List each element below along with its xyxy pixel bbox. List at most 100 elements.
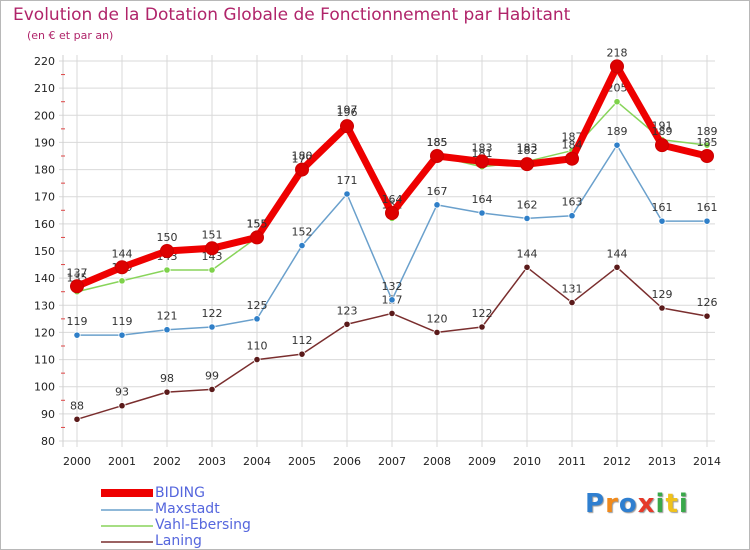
- data-point: [118, 402, 126, 410]
- logo-letter: P: [585, 489, 606, 519]
- data-label: 131: [562, 283, 583, 296]
- logo-letter: i: [678, 489, 689, 519]
- data-point: [118, 277, 126, 285]
- data-point: [658, 304, 666, 312]
- data-point: [208, 266, 216, 274]
- data-label: 161: [652, 201, 673, 214]
- data-label: 196: [337, 106, 358, 119]
- data-point: [160, 244, 174, 258]
- y-tick-label: 210: [34, 82, 55, 95]
- legend-swatch-laning: [101, 541, 153, 543]
- data-point: [73, 331, 81, 339]
- data-label: 183: [472, 141, 493, 154]
- data-point: [298, 350, 306, 358]
- data-point: [478, 209, 486, 217]
- data-point: [568, 298, 576, 307]
- data-label: 189: [607, 125, 628, 138]
- data-point: [523, 214, 531, 223]
- data-label: 162: [517, 198, 538, 211]
- data-label: 144: [112, 247, 133, 260]
- data-label: 151: [202, 228, 223, 241]
- data-point: [388, 309, 396, 318]
- data-label: 218: [607, 46, 628, 59]
- x-tick-label: 2014: [693, 455, 721, 468]
- data-point: [655, 138, 669, 153]
- data-point: [658, 217, 666, 225]
- data-label: 171: [337, 174, 358, 187]
- x-tick-label: 2012: [603, 455, 631, 468]
- data-point: [703, 312, 711, 320]
- legend-item-biding: BIDING: [101, 485, 321, 501]
- data-point: [430, 149, 444, 163]
- data-point: [613, 263, 621, 271]
- y-tick-label: 100: [34, 381, 55, 394]
- x-tick-label: 2000: [63, 455, 91, 468]
- data-point: [73, 415, 81, 423]
- data-label: 137: [67, 266, 88, 279]
- data-label: 110: [247, 340, 268, 353]
- data-point: [610, 59, 624, 74]
- data-point: [700, 149, 714, 163]
- y-tick-label: 80: [41, 435, 55, 448]
- data-point: [295, 162, 309, 177]
- data-label: 123: [337, 304, 358, 317]
- data-point: [520, 157, 534, 172]
- data-point: [523, 263, 531, 271]
- legend: BIDING Maxstadt Vahl-Ebersing Laning: [101, 485, 321, 549]
- legend-label-vahl-ebersing: Vahl-Ebersing: [155, 517, 251, 533]
- data-label: 144: [607, 247, 628, 260]
- data-label: 189: [652, 125, 673, 138]
- data-point: [253, 315, 261, 323]
- data-label: 143: [202, 250, 223, 263]
- legend-swatch-vahl-ebersing: [101, 525, 153, 527]
- data-label: 119: [67, 315, 88, 328]
- x-tick-label: 2003: [198, 455, 226, 468]
- data-point: [70, 279, 84, 294]
- data-label: 122: [202, 307, 223, 320]
- data-label: 150: [157, 231, 178, 244]
- data-label: 163: [562, 196, 583, 209]
- data-point: [475, 154, 489, 169]
- legend-item-vahl-ebersing: Vahl-Ebersing: [101, 517, 321, 533]
- data-label: 120: [427, 312, 448, 325]
- data-label: 122: [472, 307, 493, 320]
- y-tick-label: 190: [34, 136, 55, 149]
- data-point: [340, 119, 354, 134]
- data-label: 99: [205, 369, 219, 382]
- data-point: [343, 190, 351, 198]
- y-tick-label: 150: [34, 245, 55, 258]
- x-tick-label: 2007: [378, 455, 406, 468]
- x-tick-label: 2009: [468, 455, 496, 468]
- y-tick-label: 180: [34, 164, 55, 177]
- x-tick-label: 2013: [648, 455, 676, 468]
- data-label: 132: [382, 280, 403, 293]
- data-point: [298, 241, 306, 250]
- data-point: [613, 141, 621, 149]
- data-point: [343, 320, 351, 328]
- data-label: 185: [427, 136, 448, 149]
- data-point: [163, 266, 171, 274]
- data-label: 112: [292, 334, 313, 347]
- data-point: [118, 331, 126, 339]
- y-tick-label: 220: [34, 55, 55, 68]
- x-tick-label: 2006: [333, 455, 361, 468]
- logo-letter: o: [618, 489, 638, 519]
- data-label: 144: [517, 247, 538, 260]
- x-tick-label: 2008: [423, 455, 451, 468]
- x-tick-label: 2001: [108, 455, 136, 468]
- data-label: 125: [247, 299, 268, 312]
- data-label: 121: [157, 310, 178, 323]
- legend-label-biding: BIDING: [155, 485, 205, 501]
- data-label: 185: [427, 136, 448, 149]
- y-tick-label: 200: [34, 109, 55, 122]
- y-tick-label: 140: [34, 272, 55, 285]
- data-point: [163, 388, 171, 396]
- data-point: [385, 206, 399, 220]
- data-point: [388, 296, 396, 304]
- data-label: 152: [292, 226, 313, 239]
- data-point: [433, 328, 441, 337]
- data-label: 126: [697, 296, 718, 309]
- x-tick-label: 2010: [513, 455, 541, 468]
- y-tick-label: 120: [34, 326, 55, 339]
